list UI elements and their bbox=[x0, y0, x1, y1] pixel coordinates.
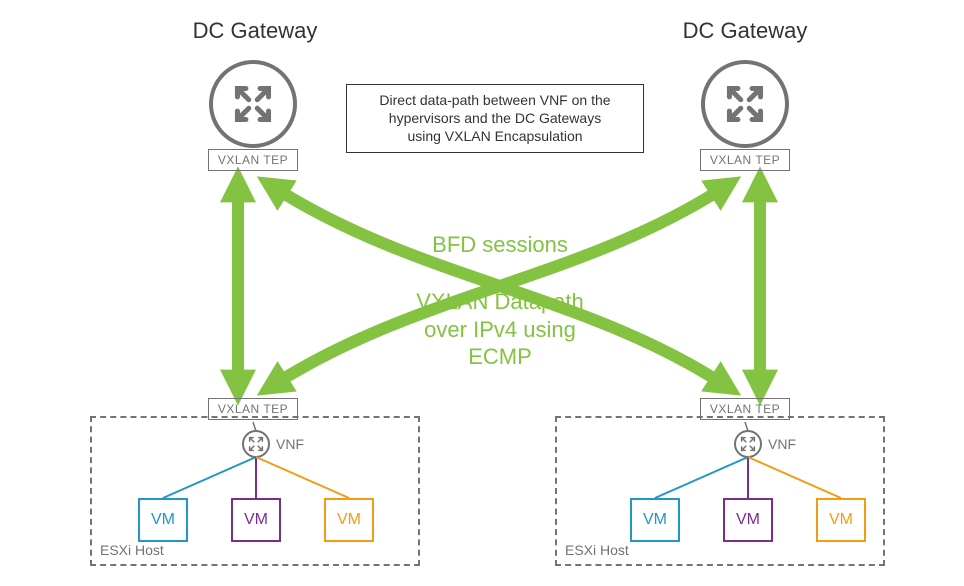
dc-gateway-title-right: DC Gateway bbox=[660, 18, 830, 44]
caption-line-2: hypervisors and the DC Gateways bbox=[357, 109, 633, 127]
vm-box: VM bbox=[231, 498, 281, 542]
caption-line-3: using VXLAN Encapsulation bbox=[357, 127, 633, 145]
router-icon bbox=[211, 62, 295, 146]
esxi-host-label: ESXi Host bbox=[100, 542, 164, 558]
esxi-host-label: ESXi Host bbox=[565, 542, 629, 558]
vm-box: VM bbox=[324, 498, 374, 542]
vm-box: VM bbox=[630, 498, 680, 542]
dc-gateway-title-left: DC Gateway bbox=[170, 18, 340, 44]
vxlan-datapath-label: VXLAN Datapath over IPv4 using ECMP bbox=[380, 288, 620, 371]
esxi-host-box: ESXi Host bbox=[90, 416, 420, 566]
vxlan-tep-label: VXLAN TEP bbox=[208, 149, 298, 171]
bfd-sessions-label: BFD sessions bbox=[400, 232, 600, 258]
vm-box: VM bbox=[138, 498, 188, 542]
vxlan-tep-label: VXLAN TEP bbox=[700, 149, 790, 171]
vnf-label: VNF bbox=[768, 436, 796, 452]
caption-line-1: Direct data-path between VNF on the bbox=[357, 91, 633, 109]
vnf-label: VNF bbox=[276, 436, 304, 452]
caption-box: Direct data-path between VNF on the hype… bbox=[346, 84, 644, 153]
esxi-host-box: ESXi Host bbox=[555, 416, 885, 566]
vm-box: VM bbox=[723, 498, 773, 542]
vm-box: VM bbox=[816, 498, 866, 542]
router-icon bbox=[703, 62, 787, 146]
